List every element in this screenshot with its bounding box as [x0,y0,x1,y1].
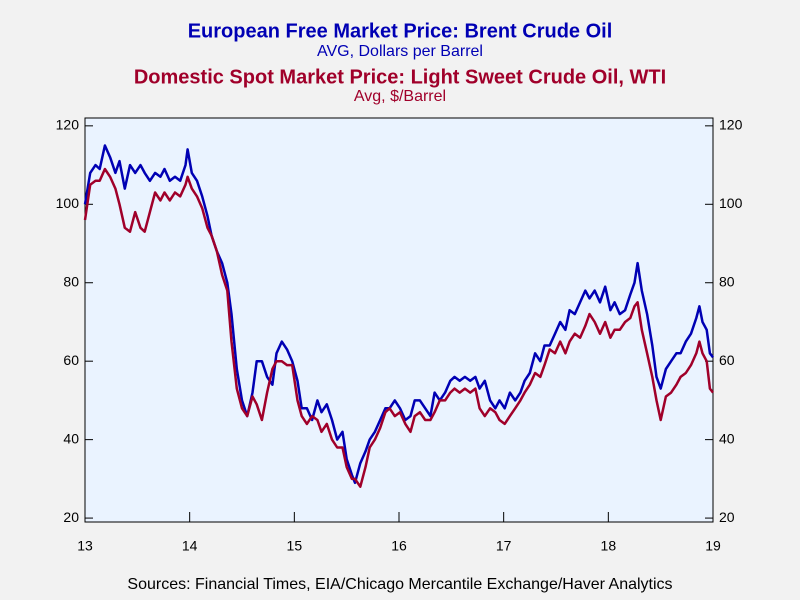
series-line [83,144,714,485]
x-tick-label: 13 [77,538,93,554]
x-tick-label: 16 [391,538,407,554]
y2-tick-label: 40 [719,430,735,446]
series-line [83,167,714,488]
y2-tick-label: 60 [719,352,735,368]
y-tick-label: 20 [63,509,79,525]
x-tick-label: 17 [496,538,512,554]
y2-tick-label: 120 [719,117,743,133]
x-tick-label: 15 [287,538,303,554]
series-title: European Free Market Price: Brent Crude … [188,20,613,42]
y2-tick-label: 80 [719,273,735,289]
y-tick-label: 40 [63,430,79,446]
y-tick-label: 100 [56,195,80,211]
x-tick-label: 19 [705,538,721,554]
series-unit: AVG, Dollars per Barrel [317,43,483,60]
x-tick-label: 18 [601,538,617,554]
x-tick-label: 14 [182,538,198,554]
y-tick-label: 80 [63,273,79,289]
series-title: Domestic Spot Market Price: Light Sweet … [134,66,666,88]
y-tick-label: 120 [56,117,80,133]
series-unit: Avg, $/Barrel [354,88,446,105]
source-note: Sources: Financial Times, EIA/Chicago Me… [127,576,672,593]
y2-tick-label: 100 [719,195,743,211]
y2-tick-label: 20 [719,509,735,525]
y-tick-label: 60 [63,352,79,368]
